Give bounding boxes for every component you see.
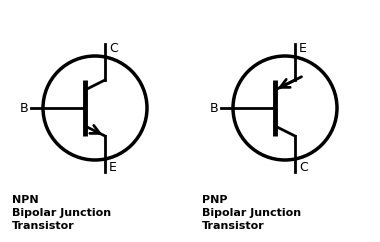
Text: NPN
Bipolar Junction
Transistor: NPN Bipolar Junction Transistor: [12, 195, 111, 231]
Text: C: C: [109, 42, 118, 55]
Text: E: E: [299, 42, 307, 55]
Text: E: E: [109, 161, 117, 174]
Text: C: C: [299, 161, 308, 174]
Text: PNP
Bipolar Junction
Transistor: PNP Bipolar Junction Transistor: [202, 195, 301, 231]
Text: B: B: [209, 101, 218, 114]
Text: B: B: [19, 101, 28, 114]
